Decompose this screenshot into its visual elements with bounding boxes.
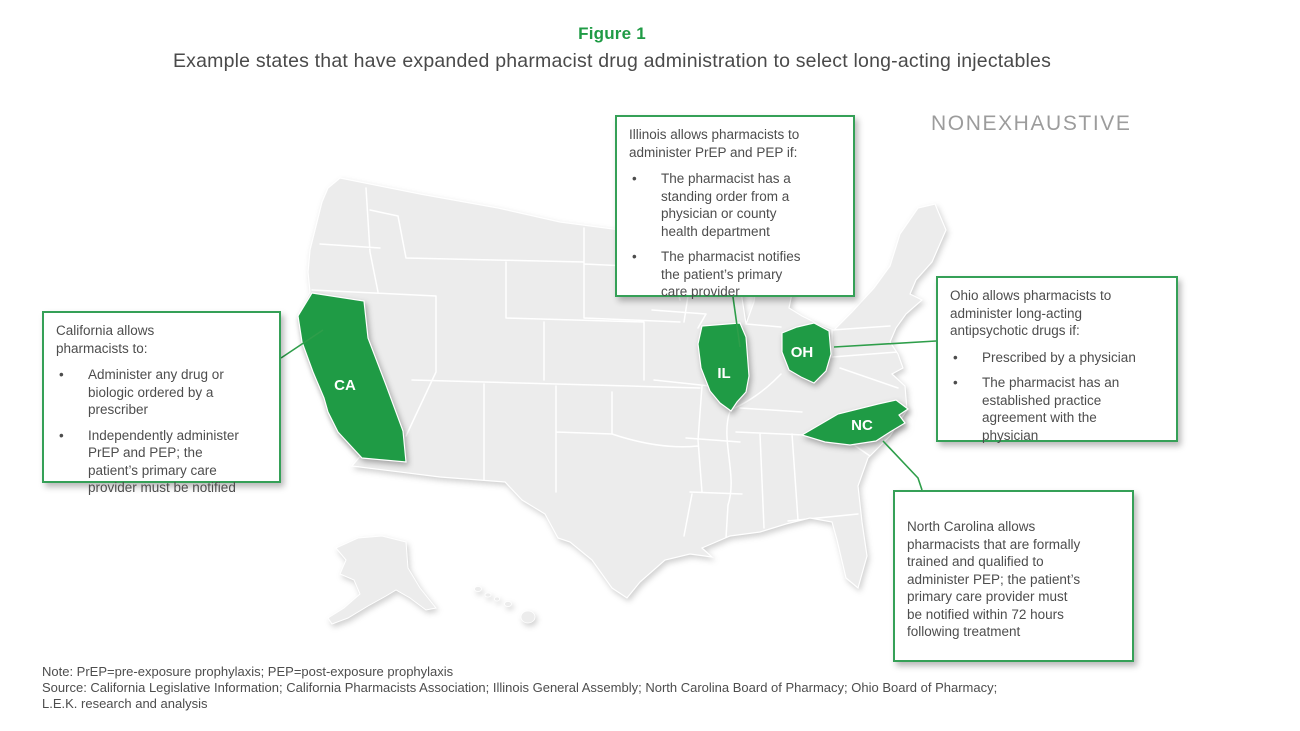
callout-ohio-heading: Ohio allows pharmacists to administer lo… [950,288,1112,338]
state-ohio [781,322,832,384]
state-hawaii [474,586,536,624]
figure-label: Figure 1 [578,24,646,43]
leader-north-carolina [882,440,923,491]
leader-california [280,329,324,359]
callout-north-carolina-heading: North Carolina allows pharmacists that a… [907,519,1081,639]
state-borders [311,187,899,539]
state-alaska [327,535,437,625]
leader-lines [280,296,937,491]
label-california: CA [334,377,356,394]
nonexhaustive-tag: NONEXHAUSTIVE [931,112,1132,135]
leader-illinois [732,296,741,348]
callout-north-carolina: North Carolina allows pharmacists that a… [893,490,1134,662]
callout-ohio-bullet-1: Prescribed by a physician [950,349,1166,367]
label-illinois: IL [717,365,730,382]
callout-ohio-bullet-2: The pharmacist has an established practi… [950,374,1166,444]
state-illinois [697,322,750,412]
label-ohio: OH [791,344,814,361]
note-line: Note: PrEP=pre-exposure prophylaxis; PEP… [42,664,454,679]
callout-ohio: Ohio allows pharmacists to administer lo… [936,276,1178,444]
callout-california: California allows pharmacists to: Admini… [42,311,281,495]
callout-california-heading: California allows pharmacists to: [56,323,155,356]
callout-illinois: Illinois allows pharmacists to administe… [615,115,855,299]
callout-illinois-bullet-1: The pharmacist has a standing order from… [629,170,843,240]
callout-california-bullet-2: Independently administer PrEP and PEP; t… [56,427,269,497]
state-california [297,292,407,463]
source-line-2: L.E.K. research and analysis [42,696,208,711]
callout-california-bullet-1: Administer any drug or biologic ordered … [56,366,269,419]
figure-title: Example states that have expanded pharma… [172,50,1052,72]
leader-ohio [833,340,937,348]
state-north-carolina [800,399,910,446]
label-north-carolina: NC [851,417,873,434]
callout-illinois-bullet-2: The pharmacist notifies the patient’s pr… [629,248,843,301]
callout-illinois-heading: Illinois allows pharmacists to administe… [629,127,800,160]
source-line-1: Source: California Legislative Informati… [42,680,998,695]
